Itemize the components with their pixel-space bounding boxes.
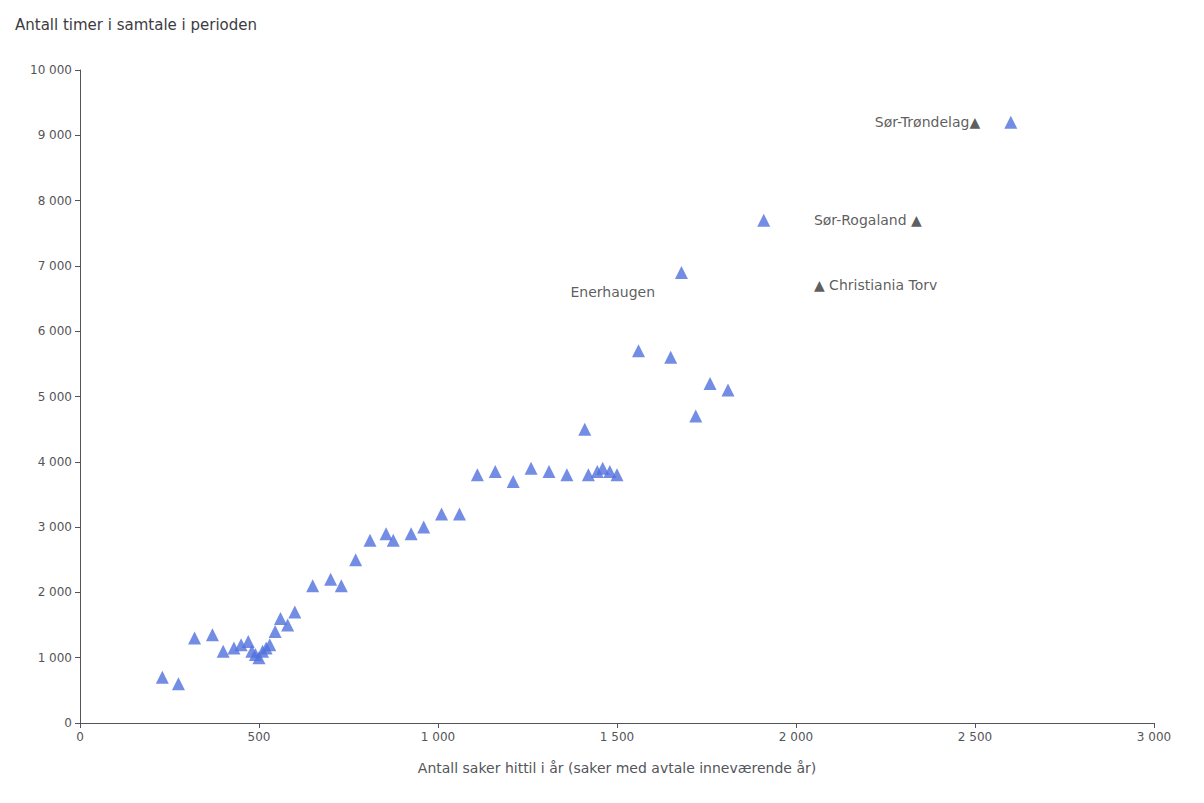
svg-text:7 000: 7 000	[38, 259, 72, 273]
svg-text:1 500: 1 500	[600, 730, 634, 744]
svg-text:2 500: 2 500	[958, 730, 992, 744]
svg-text:5 000: 5 000	[38, 390, 72, 404]
svg-text:3 000: 3 000	[38, 520, 72, 534]
svg-text:1 000: 1 000	[421, 730, 455, 744]
svg-text:1 000: 1 000	[38, 651, 72, 665]
svg-text:2 000: 2 000	[38, 585, 72, 599]
svg-text:▲ Christiania Torv: ▲ Christiania Torv	[814, 277, 937, 293]
svg-text:0: 0	[76, 730, 84, 744]
svg-text:Enerhaugen: Enerhaugen	[570, 284, 655, 300]
svg-text:Antall timer i samtale i perio: Antall timer i samtale i perioden	[15, 16, 257, 34]
svg-text:500: 500	[248, 730, 271, 744]
svg-text:4 000: 4 000	[38, 455, 72, 469]
svg-text:3 000: 3 000	[1137, 730, 1171, 744]
svg-text:9 000: 9 000	[38, 128, 72, 142]
svg-text:Antall saker hittil i år (sake: Antall saker hittil i år (saker med avta…	[418, 760, 816, 776]
svg-text:2 000: 2 000	[779, 730, 813, 744]
svg-text:Sør-Rogaland ▲: Sør-Rogaland ▲	[814, 212, 922, 228]
svg-text:Sør-Trøndelag▲: Sør-Trøndelag▲	[875, 114, 981, 130]
svg-text:6 000: 6 000	[38, 324, 72, 338]
svg-text:10 000: 10 000	[30, 63, 72, 77]
svg-text:0: 0	[64, 716, 72, 730]
svg-text:8 000: 8 000	[38, 194, 72, 208]
